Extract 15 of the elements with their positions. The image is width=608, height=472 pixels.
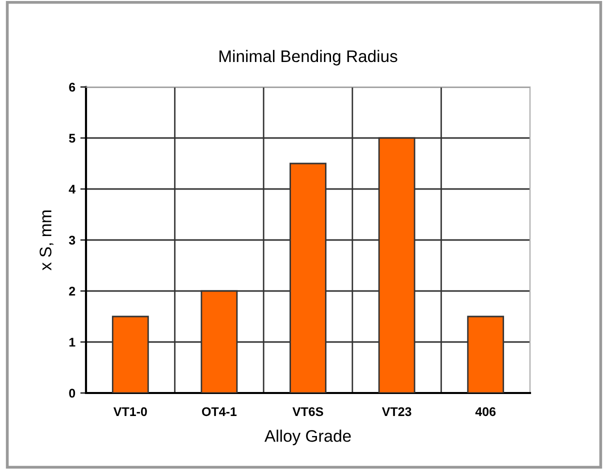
y-tick-label: 1 [69, 338, 76, 347]
y-axis-title: x S, mm [40, 210, 54, 270]
x-axis-title: Alloy Grade [264, 430, 351, 446]
x-tick-label: 406 [475, 407, 496, 416]
x-tick-label: VT23 [382, 407, 412, 416]
x-tick-label: OT4-1 [202, 407, 237, 416]
y-tick-label: 6 [69, 82, 76, 92]
y-tick-label: 2 [69, 286, 76, 296]
x-tick-label: VT1-0 [113, 407, 147, 416]
x-tick-label: VT6S [292, 407, 324, 416]
chart-title: Minimal Bending Radius [220, 50, 398, 66]
y-tick-label: 4 [68, 184, 76, 194]
y-tick-label: 0 [69, 388, 76, 398]
y-tick-label: 3 [68, 236, 76, 245]
y-tick-label: 5 [69, 134, 76, 143]
